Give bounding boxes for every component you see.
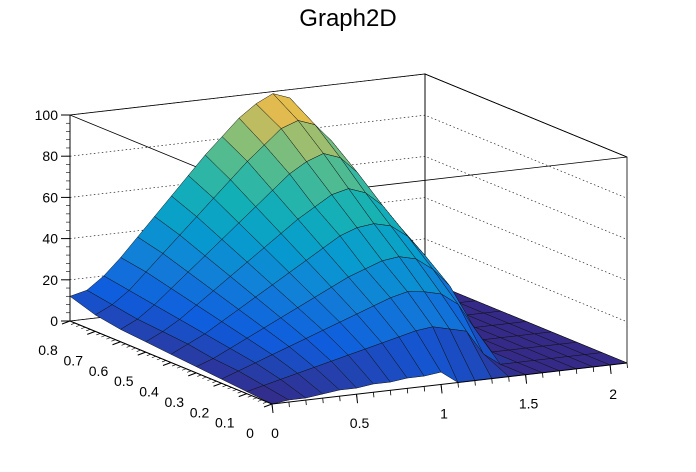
y-minor-tick bbox=[136, 349, 141, 352]
x-minor-tick bbox=[575, 368, 578, 374]
x-minor-tick bbox=[339, 396, 341, 402]
y-minor-tick bbox=[70, 322, 76, 325]
x-minor-tick bbox=[626, 362, 628, 369]
y-minor-tick bbox=[176, 366, 182, 369]
y-minor-tick bbox=[197, 374, 202, 377]
y-minor-tick bbox=[262, 401, 268, 404]
y-minor-tick bbox=[247, 395, 252, 398]
z-gridline bbox=[69, 197, 628, 281]
y-minor-tick bbox=[111, 339, 116, 342]
y-minor-tick bbox=[207, 378, 212, 381]
y-minor-tick bbox=[232, 389, 237, 392]
y-tick-label: 0.7 bbox=[64, 352, 84, 368]
y-minor-tick bbox=[192, 372, 197, 375]
x-tick-label: 0.5 bbox=[350, 415, 370, 431]
x-minor-tick bbox=[609, 364, 611, 370]
x-minor-tick bbox=[389, 390, 392, 396]
z-tick-label: 100 bbox=[35, 107, 59, 123]
y-tick-label: 0.1 bbox=[215, 415, 235, 431]
x-minor-tick bbox=[305, 400, 307, 406]
y-minor-tick bbox=[182, 368, 187, 371]
z-gridline bbox=[69, 238, 628, 323]
y-minor-tick bbox=[237, 391, 242, 394]
y-minor-tick bbox=[141, 351, 146, 354]
y-minor-tick bbox=[252, 397, 257, 400]
x-minor-tick bbox=[356, 394, 358, 400]
x-axis-line bbox=[271, 362, 628, 405]
y-minor-tick bbox=[166, 362, 172, 365]
x-minor-tick bbox=[558, 370, 561, 376]
y-minor-tick bbox=[75, 324, 81, 327]
z-tick-label: 40 bbox=[42, 231, 58, 247]
top-right-edge bbox=[424, 73, 628, 158]
y-minor-tick bbox=[81, 326, 86, 330]
z-gridline bbox=[69, 73, 628, 158]
z-gridline bbox=[69, 156, 628, 240]
x-minor-tick bbox=[406, 388, 409, 394]
y-minor-tick bbox=[212, 380, 217, 383]
y-minor-tick bbox=[187, 370, 192, 373]
y-axis: 0 0.1 0.2 0.3 0.4 0.5 0.6 0.7 0.8 bbox=[38, 320, 273, 441]
chart-title: Graph2D bbox=[299, 5, 396, 32]
z-tick-label: 20 bbox=[42, 272, 58, 288]
x-minor-tick bbox=[474, 380, 476, 386]
x-minor-tick bbox=[440, 384, 442, 390]
y-tick-label: 0.4 bbox=[139, 384, 159, 400]
y-minor-tick bbox=[116, 341, 121, 344]
x-minor-tick bbox=[508, 376, 510, 382]
y-minor-tick bbox=[202, 376, 207, 379]
z-gridline bbox=[69, 114, 628, 199]
y-minor-tick bbox=[171, 364, 177, 367]
y-minor-tick bbox=[257, 399, 263, 402]
y-tick-label: 0.3 bbox=[165, 394, 185, 410]
z-tick-label: 80 bbox=[42, 148, 58, 164]
y-tick-label: 0.2 bbox=[190, 404, 210, 420]
x-tick-label: 1.5 bbox=[519, 396, 539, 412]
x-minor-tick bbox=[271, 403, 273, 410]
y-minor-tick bbox=[106, 337, 111, 340]
x-tick-label: 2 bbox=[609, 386, 617, 402]
y-minor-tick bbox=[91, 331, 96, 334]
y-minor-tick bbox=[242, 393, 247, 396]
y-minor-tick bbox=[267, 403, 273, 406]
y-minor-tick bbox=[131, 347, 136, 350]
y-minor-tick bbox=[217, 382, 222, 386]
z-tick-label: 60 bbox=[42, 189, 58, 205]
y-minor-tick bbox=[96, 333, 101, 336]
x-minor-tick bbox=[592, 366, 595, 372]
x-tick-label: 1 bbox=[440, 405, 448, 421]
x-axis: 0 0.5 1 1.5 2 bbox=[271, 362, 628, 441]
y-minor-tick bbox=[126, 345, 131, 348]
y-minor-tick bbox=[161, 360, 167, 363]
surface-mesh bbox=[69, 93, 628, 405]
y-minor-tick bbox=[156, 358, 162, 361]
x-minor-tick bbox=[423, 386, 426, 392]
y-minor-tick bbox=[146, 353, 151, 356]
y-tick-label: 0.8 bbox=[38, 342, 58, 358]
y-tick-label: 0.6 bbox=[89, 363, 109, 379]
y-minor-tick bbox=[151, 355, 156, 359]
x-minor-tick bbox=[457, 382, 459, 388]
surface-cell bbox=[246, 385, 290, 405]
x-minor-tick bbox=[373, 392, 375, 398]
y-minor-tick bbox=[222, 385, 227, 388]
y-minor-tick bbox=[227, 387, 232, 390]
x-minor-tick bbox=[525, 374, 527, 380]
y-minor-tick bbox=[86, 329, 91, 332]
y-tick-label: 0.5 bbox=[114, 373, 134, 389]
x-minor-tick bbox=[322, 398, 324, 404]
z-tick-label: 0 bbox=[50, 313, 58, 329]
x-minor-tick bbox=[491, 378, 493, 384]
x-minor-tick bbox=[542, 372, 544, 378]
x-minor-tick bbox=[288, 402, 290, 408]
z-axis: 0 20 40 60 80 100 bbox=[35, 107, 70, 329]
y-minor-tick bbox=[101, 335, 106, 338]
x-tick-label: 0 bbox=[271, 425, 279, 441]
y-minor-tick bbox=[121, 343, 126, 346]
y-tick-label: 0 bbox=[246, 425, 254, 441]
